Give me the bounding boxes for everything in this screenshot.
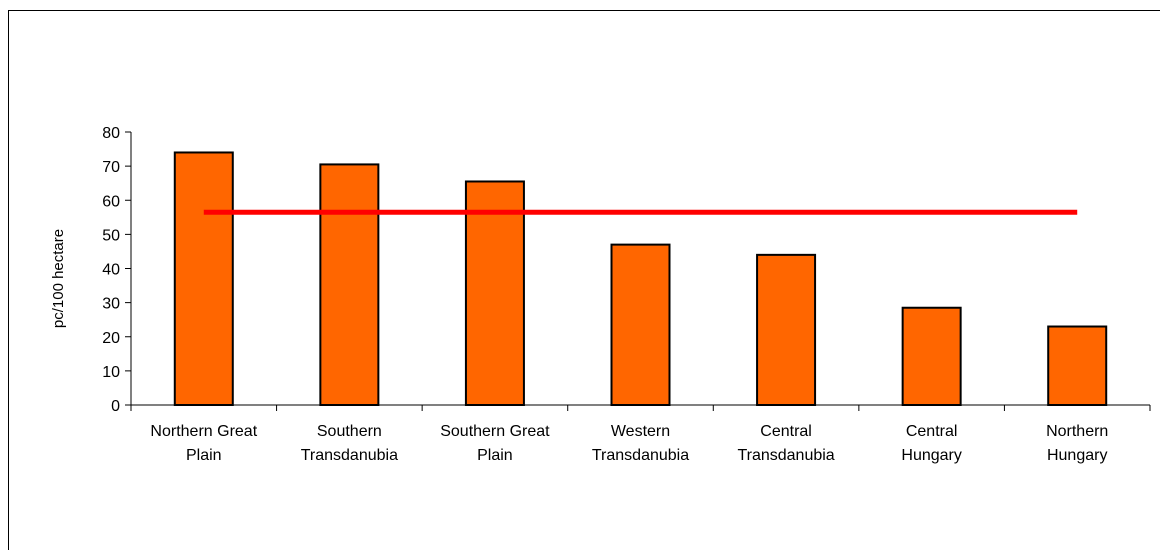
y-tick-label: 70 (102, 159, 120, 176)
x-tick-label: Southern Great Plain (440, 423, 550, 464)
x-tick-label: Southern Transdanubia (301, 423, 398, 464)
y-axis-label: pc/100 hectare (50, 229, 67, 328)
bar (901, 306, 962, 406)
bar (319, 163, 380, 406)
bar (464, 180, 525, 406)
chart-frame (8, 10, 1160, 550)
y-tick-label: 0 (111, 398, 120, 415)
y-tick-label: 30 (102, 296, 120, 313)
bar (173, 151, 234, 406)
y-tick-label: 10 (102, 364, 120, 381)
y-tick-label: 20 (102, 330, 120, 347)
y-axis: 0 10 20 30 40 50 60 70 80 (102, 125, 132, 415)
y-tick-label: 60 (102, 193, 120, 210)
x-tick-label: Central Hungary (901, 423, 961, 464)
y-tick-label: 80 (102, 125, 120, 142)
y-tick-label: 40 (102, 262, 120, 279)
x-tick-label: Northern Great Plain (150, 423, 257, 464)
x-tick-label: Central Transdanubia (737, 423, 834, 464)
bar (610, 243, 671, 406)
y-tick-label: 50 (102, 227, 120, 244)
bars (173, 151, 1108, 407)
x-axis: Northern Great Plain Southern Transdanubia S… (130, 404, 1151, 464)
x-tick-label: Western Transdanubia (592, 423, 689, 464)
x-tick-label: Northern Hungary (1046, 423, 1108, 464)
bar (756, 253, 817, 406)
bar (1047, 325, 1108, 407)
